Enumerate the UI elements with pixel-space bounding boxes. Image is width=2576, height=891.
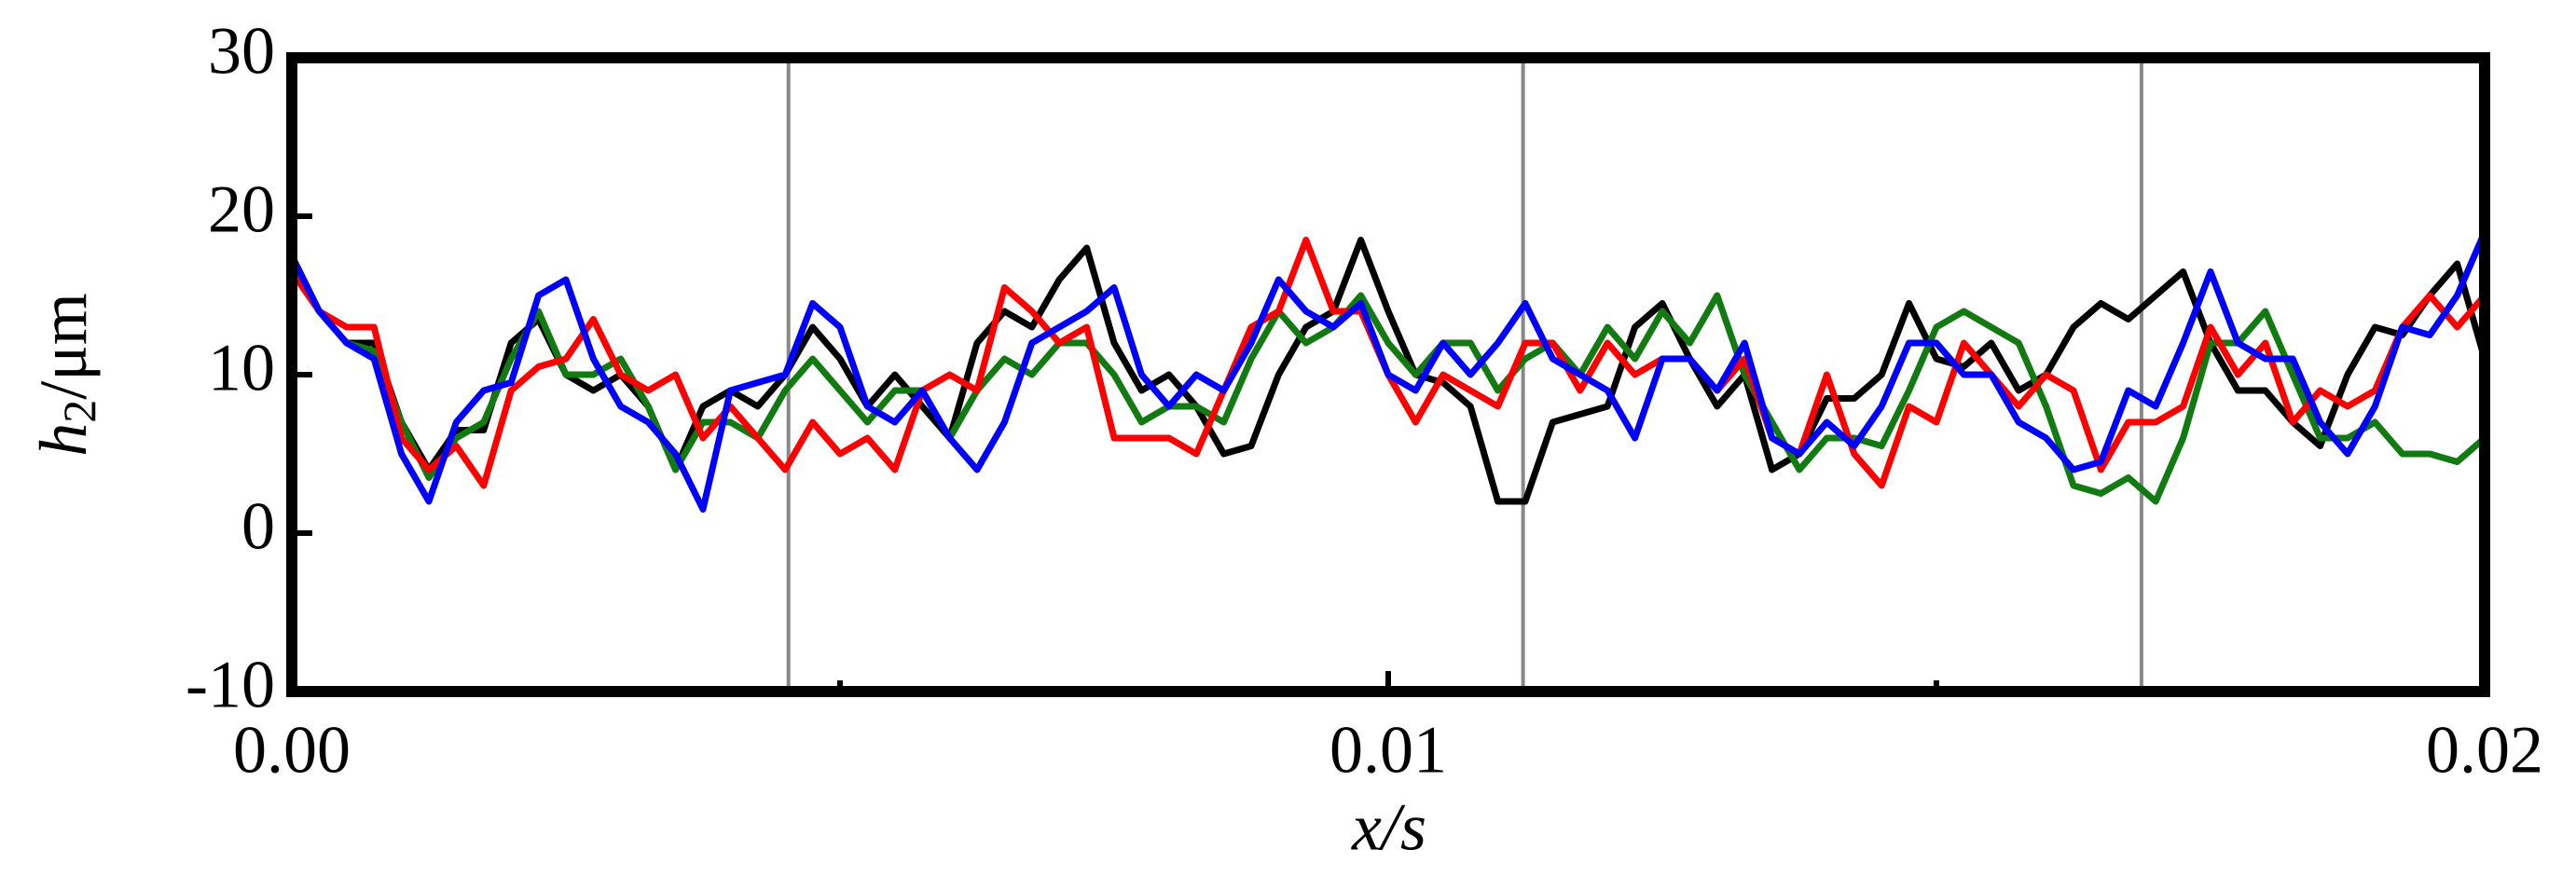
data-line: [288, 230, 2488, 513]
data-line: [288, 262, 2487, 505]
y-label-var: h: [26, 423, 101, 457]
y-tick-label: -10: [186, 648, 275, 722]
y-axis-label: h2/μm: [26, 293, 106, 457]
y-tick-label: 30: [208, 14, 275, 89]
x-tick-label: 0.02: [2426, 713, 2543, 788]
y-tick-label: 0: [241, 489, 275, 564]
y-tick-label: 10: [208, 331, 275, 405]
y-label-unit: /μm: [26, 293, 101, 400]
x-tick-label: 0.00: [233, 713, 351, 788]
x-axis-label: x/s: [1351, 790, 1426, 865]
y-tick-label: 20: [208, 172, 275, 247]
y-label-sub: 2: [53, 400, 105, 423]
x-tick-label: 0.01: [1329, 713, 1447, 788]
